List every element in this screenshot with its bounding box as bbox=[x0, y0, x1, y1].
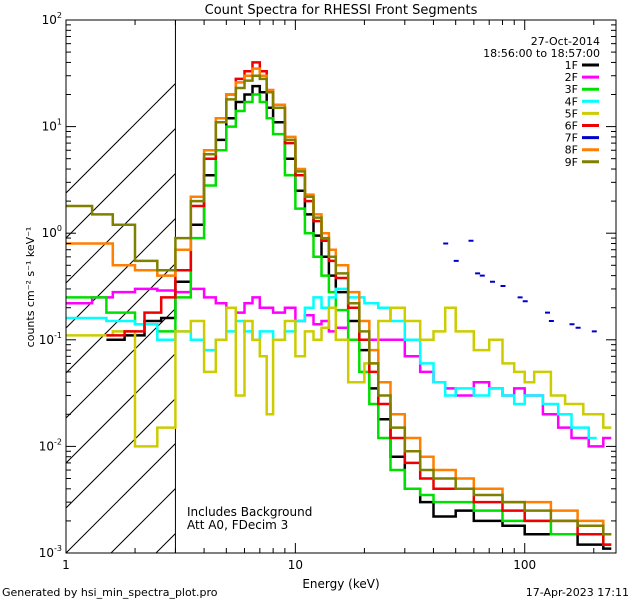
series-line-9f bbox=[66, 74, 612, 536]
y-tick-label: 100 bbox=[42, 224, 62, 240]
legend-label-1f: 1F bbox=[565, 59, 578, 72]
hatch-line bbox=[66, 82, 176, 194]
hatched-region bbox=[66, 20, 640, 553]
hatch-line bbox=[246, 20, 640, 553]
y-axis-label: counts cm⁻² s⁻¹ keV⁻¹ bbox=[24, 227, 37, 348]
legend-label-5f: 5F bbox=[565, 107, 578, 120]
hatch-line bbox=[606, 20, 640, 553]
hatch-line bbox=[66, 442, 176, 553]
plot-frame bbox=[65, 19, 617, 554]
legend-label-4f: 4F bbox=[565, 95, 578, 108]
series-group bbox=[66, 61, 612, 550]
x-tick-label: 10 bbox=[288, 558, 303, 572]
hatch-line bbox=[66, 262, 176, 374]
x-tick-label: 100 bbox=[513, 558, 536, 572]
series-line-4f bbox=[66, 287, 597, 440]
series-line-5f bbox=[66, 306, 612, 448]
axis-ticks: 1 10 100 10-3 10-2 10-1 100 101 102 bbox=[39, 11, 616, 572]
hatch-line bbox=[426, 20, 640, 553]
date-label: 27-Oct-2014 bbox=[531, 35, 600, 48]
y-tick-label: 101 bbox=[42, 118, 62, 134]
x-tick-label: 1 bbox=[62, 558, 70, 572]
y-tick-label: 102 bbox=[42, 11, 62, 27]
footer-timestamp: 17-Apr-2023 17:11 bbox=[526, 586, 629, 599]
legend-label-7f: 7F bbox=[565, 132, 578, 145]
x-axis-label: Energy (keV) bbox=[302, 577, 379, 591]
legend-label-8f: 8F bbox=[565, 144, 578, 157]
series-line-8f bbox=[66, 67, 612, 536]
annotation-background: Includes Background bbox=[187, 505, 312, 519]
hatch-line bbox=[66, 127, 176, 239]
annotation-attenuator: Att A0, FDecim 3 bbox=[187, 518, 288, 532]
legend-label-2f: 2F bbox=[565, 71, 578, 84]
legend-label-6f: 6F bbox=[565, 120, 578, 133]
series-line-3f bbox=[66, 93, 612, 546]
time-range-label: 18:56:00 to 18:57:00 bbox=[483, 47, 600, 60]
legend-label-9f: 9F bbox=[565, 156, 578, 169]
legend-label-3f: 3F bbox=[565, 83, 578, 96]
chart-title: Count Spectra for RHESSI Front Segments bbox=[205, 3, 478, 18]
hatch-line bbox=[66, 217, 176, 329]
footer-generator: Generated by hsi_min_spectra_plot.pro bbox=[2, 586, 218, 599]
series-line-7f bbox=[443, 239, 597, 333]
y-tick-label: 10-2 bbox=[39, 437, 62, 453]
hatch-line bbox=[471, 20, 640, 553]
hatch-line bbox=[516, 20, 640, 553]
hatch-line bbox=[66, 397, 176, 509]
y-tick-label: 10-1 bbox=[39, 331, 62, 347]
hatch-line bbox=[66, 172, 176, 284]
y-tick-label: 10-3 bbox=[39, 544, 62, 560]
